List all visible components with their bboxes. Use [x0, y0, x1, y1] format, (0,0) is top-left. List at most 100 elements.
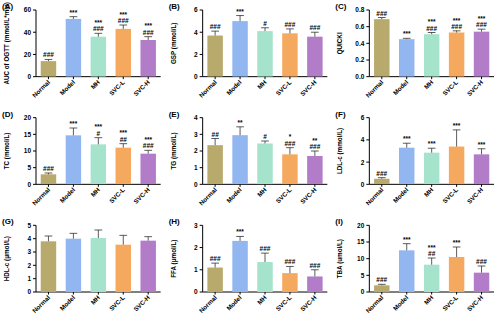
y-tick-label: 0.6	[355, 23, 364, 30]
significance: **	[238, 119, 244, 126]
error-stem	[240, 236, 241, 240]
x-tick-label: MH	[89, 293, 101, 305]
error-cap	[453, 247, 461, 248]
x-tick-label: SVC-L	[108, 294, 126, 312]
y-tick-label: 60	[24, 6, 32, 13]
x-tick	[431, 77, 432, 80]
significance: ###	[451, 23, 462, 30]
bar	[399, 148, 414, 185]
x-tick-label: MH	[89, 78, 101, 90]
bar	[140, 40, 155, 77]
x-tick-label: SVC-H	[299, 186, 318, 205]
y-tick-label: 20	[357, 222, 365, 229]
significance: ###	[143, 29, 154, 36]
error-stem	[73, 128, 74, 135]
error-bar	[261, 141, 269, 144]
significance: ###	[118, 17, 129, 24]
x-tick	[381, 184, 382, 187]
x-tick-label: MH	[422, 78, 434, 90]
x-tick	[456, 292, 457, 295]
error-stem	[123, 235, 124, 244]
error-bar	[144, 150, 152, 153]
significance: ***	[403, 135, 411, 142]
error-stem	[148, 237, 149, 241]
significance: ***	[403, 30, 411, 37]
x-tick-label: Normal	[31, 186, 51, 206]
marks	[41, 17, 156, 77]
y-tick	[366, 76, 369, 77]
y-tick-label: 2	[361, 159, 365, 166]
x-tick-label: Normal	[364, 186, 384, 206]
significance: ###	[143, 142, 154, 149]
error-bar	[478, 266, 486, 273]
bar	[307, 156, 322, 184]
bar	[91, 238, 106, 292]
error-stem	[148, 150, 149, 153]
x-tick	[73, 77, 74, 80]
marks	[374, 18, 489, 77]
bar	[449, 257, 464, 292]
error-bar	[211, 263, 219, 267]
y-tick-label: 0	[194, 181, 198, 188]
panel: (A)AUC of OGTT (mmol/L*min)0204060Normal…	[2, 2, 161, 99]
x-tick-label: Model	[58, 78, 76, 96]
error-bar	[428, 33, 436, 35]
y-axis-label: AUC of OGTT (mmol/L*min)	[3, 2, 11, 85]
x-tick-label: SVC-L	[441, 186, 459, 204]
error-bar	[94, 230, 102, 238]
error-bar	[144, 37, 152, 40]
y-axis-label: FFA (μmol/L)	[170, 240, 178, 278]
bar	[307, 276, 322, 292]
y-tick-label: 2	[194, 51, 198, 58]
y-tick-label: 0.2	[355, 56, 364, 63]
marks	[207, 236, 322, 292]
y-tick	[33, 225, 36, 226]
y-tick	[200, 225, 203, 226]
y-axis-label: TG (mmol/L)	[170, 132, 178, 169]
bar	[41, 61, 56, 77]
error-cap	[478, 266, 486, 267]
y-tick	[366, 10, 369, 11]
y-tick-label: 0	[361, 288, 365, 295]
panel-title: (H)	[169, 217, 180, 226]
error-stem	[98, 138, 99, 145]
bar	[282, 273, 297, 292]
significance: ###	[476, 21, 487, 28]
bar	[424, 34, 439, 76]
error-cap	[211, 31, 219, 32]
y-tick	[200, 54, 203, 55]
error-cap	[236, 126, 244, 127]
significance: ***	[70, 120, 78, 127]
x-tick-label: MH	[89, 186, 101, 198]
significance: ###	[210, 23, 221, 30]
y-tick-label: 3	[27, 248, 31, 255]
y-tick	[366, 242, 369, 243]
error-bar	[403, 244, 411, 251]
x-tick-label: MH	[256, 186, 268, 198]
y-tick-label: 20	[24, 51, 32, 58]
error-stem	[215, 139, 216, 146]
error-cap	[378, 177, 386, 178]
bar	[424, 153, 439, 185]
x-tick-label: Normal	[198, 294, 218, 314]
significance: #	[263, 133, 267, 140]
y-tick-label: 0	[361, 181, 365, 188]
significance: ###	[210, 255, 221, 262]
error-bar	[119, 25, 127, 29]
x-tick	[481, 184, 482, 187]
error-cap	[45, 59, 53, 60]
panel: (E)TG (mmol/L)01234Normal##Model**MH#SVC…	[169, 110, 328, 207]
bar	[474, 32, 489, 77]
error-cap	[453, 30, 461, 31]
error-stem	[123, 25, 124, 29]
error-bar	[236, 16, 244, 22]
significance: ###	[285, 258, 296, 265]
bar	[207, 145, 222, 184]
bar	[257, 144, 272, 185]
panel-title: (B)	[169, 2, 180, 11]
error-bar	[144, 237, 152, 241]
x-tick	[148, 292, 149, 295]
y-tick-label: 3	[194, 222, 198, 229]
bar	[207, 36, 222, 77]
x-tick	[98, 184, 99, 187]
